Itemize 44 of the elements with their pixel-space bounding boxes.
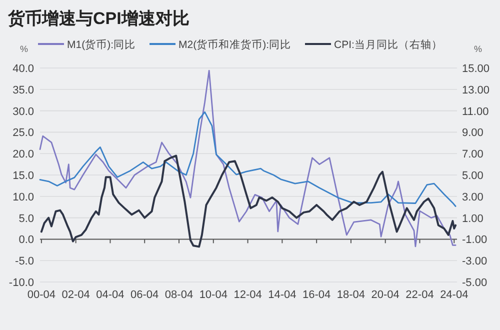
line-series <box>40 154 457 248</box>
y2-tick-label: -3.00 <box>462 256 488 268</box>
y-tick-label: 0.0 <box>18 234 34 246</box>
x-tick-label: 18-04 <box>336 289 366 301</box>
y2-tick-label: 7.00 <box>462 148 484 161</box>
x-tick-label: 08-04 <box>164 289 194 301</box>
y2-tick-label: 3.00 <box>462 191 484 204</box>
y-tick-label: 25.0 <box>12 127 34 140</box>
x-tick-label: 24-04 <box>440 289 468 301</box>
y-tick-label: 5.0 <box>18 212 34 225</box>
x-tick-label: 16-04 <box>302 289 331 301</box>
legend-label: M2(货币和准货币):同比 <box>178 38 291 51</box>
y2-tick-label: -1.00 <box>462 234 488 246</box>
x-tick-label: 10-04 <box>199 289 228 301</box>
x-tick-label: 20-04 <box>371 289 400 301</box>
x-tick-label: 00-04 <box>27 289 56 301</box>
x-tick-label: 02-04 <box>62 289 90 301</box>
y-tick-label: 40.0 <box>12 63 34 75</box>
x-tick-label: 22-04 <box>406 289 434 301</box>
y2-tick-label: 5.00 <box>462 170 484 182</box>
legend-label: CPI:当月同比（右轴） <box>334 38 442 51</box>
y2-tick-label: 15.00 <box>462 63 490 75</box>
chart-title: 货币增速与CPI增速对比 <box>7 9 190 28</box>
y2-tick-label: 1.00 <box>462 212 484 225</box>
line-series <box>39 111 456 207</box>
y-axis-title: % <box>20 44 28 54</box>
y2-tick-label: 11.00 <box>462 106 489 118</box>
y-tick-label: 15.0 <box>12 170 34 182</box>
y-tick-label: -5.0 <box>15 256 34 268</box>
x-tick-label: 06-04 <box>130 289 159 301</box>
legend-label: M1(货币):同比 <box>67 38 136 51</box>
y-tick-label: 10.0 <box>12 191 34 204</box>
y-tick-label: -10.0 <box>8 277 34 289</box>
x-tick-label: 12-04 <box>234 289 262 301</box>
x-tick-label: 14-04 <box>268 289 296 301</box>
y2-tick-label: 9.00 <box>462 127 484 140</box>
line-series <box>39 70 456 248</box>
y2-tick-label: -5.00 <box>462 277 488 289</box>
y2-tick-label: 13.00 <box>462 84 490 96</box>
y-tick-label: 20.0 <box>12 148 34 161</box>
y-tick-label: 35.0 <box>12 84 34 96</box>
y-tick-label: 30.0 <box>12 106 34 118</box>
y2-axis-title: % <box>474 44 482 54</box>
x-tick-label: 04-04 <box>96 289 124 301</box>
